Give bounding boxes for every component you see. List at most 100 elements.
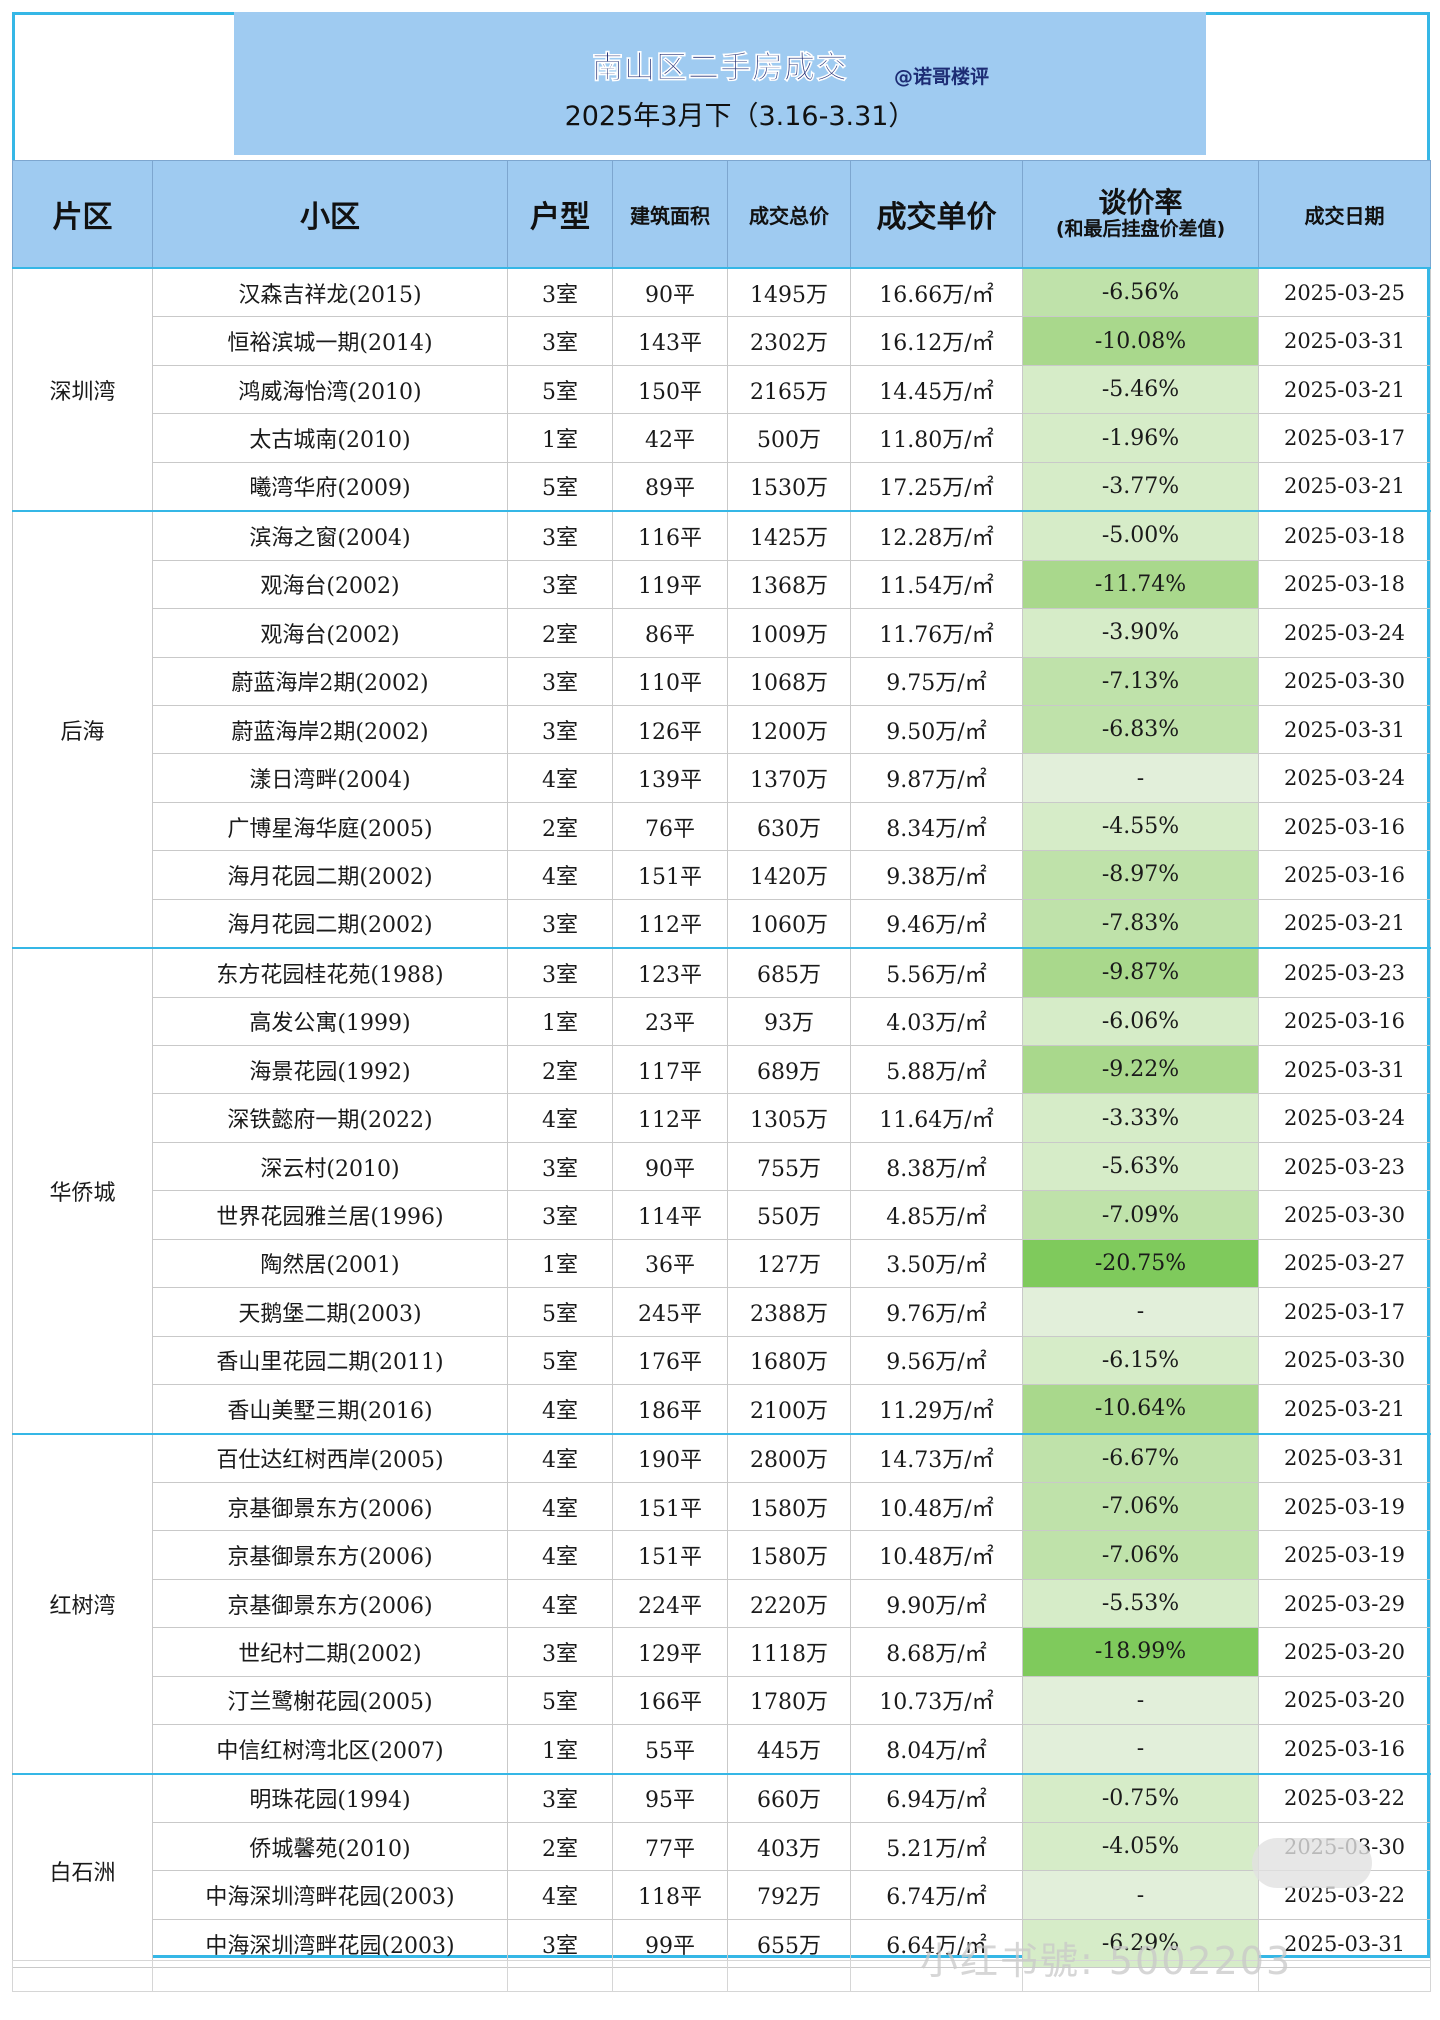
- estate-cell: 香山美墅三期(2016): [152, 1384, 508, 1434]
- estate-cell: 曦湾华府(2009): [152, 461, 508, 512]
- size-cell: 77平: [612, 1821, 728, 1872]
- negotiation-rate-cell: -5.46%: [1022, 364, 1259, 415]
- total-price-cell: 500万: [727, 413, 851, 463]
- size-cell: 112平: [612, 1093, 728, 1143]
- size-cell: 176平: [612, 1335, 728, 1386]
- estate-cell: 观海台(2002): [152, 608, 508, 658]
- author-handle: @诺哥楼评: [894, 66, 990, 88]
- unit-price-cell: 8.04万/㎡: [850, 1724, 1023, 1775]
- table-row: 深云村(2010) 3室 90平 755万 8.38万/㎡ -5.63% 2025-03-2…: [13, 1141, 1431, 1192]
- negotiation-rate-cell: -: [1022, 1675, 1259, 1726]
- date-cell: 2025-03-30: [1258, 1335, 1431, 1386]
- unit-price-cell: 14.45万/㎡: [850, 364, 1023, 415]
- size-cell: 89平: [612, 461, 728, 512]
- size-cell: 166平: [612, 1675, 728, 1726]
- table-row: 天鹅堡二期(2003) 5室 245平 2388万 9.76万/㎡ -2025-03-17: [13, 1287, 1431, 1337]
- total-price-cell: 1530万: [727, 461, 851, 512]
- estate-cell: 恒裕滨城一期(2014): [152, 316, 508, 366]
- total-price-cell: 1060万: [727, 898, 851, 949]
- unit-price-cell: 10.48万/㎡: [850, 1530, 1023, 1580]
- layout-cell: 1室: [507, 996, 613, 1047]
- watermark-logo: [1252, 1838, 1372, 1888]
- table-row: 华侨城 东方花园桂花苑(1988) 3室 123平 685万 5.56万/㎡ -9.87% 2…: [12, 947, 1431, 1435]
- unit-price-cell: 9.87万/㎡: [850, 753, 1023, 803]
- size-cell: 123平: [612, 947, 728, 998]
- total-price-cell: 1425万: [727, 510, 851, 561]
- total-price-cell: 1780万: [727, 1675, 851, 1726]
- unit-price-cell: 5.56万/㎡: [850, 947, 1023, 998]
- total-price-cell: 1118万: [727, 1627, 851, 1677]
- total-price-cell: 93万: [727, 996, 851, 1047]
- unit-price-cell: 11.29万/㎡: [850, 1384, 1023, 1434]
- total-price-cell: 1009万: [727, 608, 851, 658]
- layout-cell: 1室: [507, 1238, 613, 1289]
- unit-price-cell: 11.54万/㎡: [850, 559, 1023, 610]
- table-header-row: 片区 小区 户型 建筑面积 成交总价 成交单价 谈价率 (和最后挂盘价差值) 成…: [12, 160, 1431, 269]
- estate-cell: 百仕达红树西岸(2005): [152, 1432, 508, 1483]
- estate-cell: 侨城馨苑(2010): [152, 1821, 508, 1872]
- estate-cell: 明珠花园(1994): [152, 1772, 508, 1823]
- total-price-cell: 1680万: [727, 1335, 851, 1386]
- total-price-cell: 1305万: [727, 1093, 851, 1143]
- date-cell: 2025-03-16: [1258, 801, 1431, 852]
- header-total: 成交总价: [727, 160, 851, 269]
- unit-price-cell: 16.12万/㎡: [850, 316, 1023, 366]
- negotiation-rate-cell: -10.08%: [1022, 316, 1259, 366]
- table-row: 漾日湾畔(2004) 4室 139平 1370万 9.87万/㎡ -2025-03-24: [13, 753, 1431, 803]
- date-cell: 2025-03-24: [1258, 1093, 1431, 1143]
- layout-cell: 4室: [507, 1870, 613, 1920]
- layout-cell: 2室: [507, 1044, 613, 1095]
- table-row: 中海深圳湾畔花园(2003) 4室 118平 792万 6.74万/㎡ -2025-03-…: [13, 1870, 1431, 1920]
- size-cell: 150平: [612, 364, 728, 415]
- estate-cell: 海月花园二期(2002): [152, 898, 508, 949]
- estate-cell: 京基御景东方(2006): [152, 1481, 508, 1532]
- total-price-cell: 2302万: [727, 316, 851, 366]
- estate-cell: 汀兰鹭榭花园(2005): [152, 1675, 508, 1726]
- date-cell: 2025-03-18: [1258, 510, 1431, 561]
- unit-price-cell: 9.46万/㎡: [850, 898, 1023, 949]
- unit-price-cell: 9.50万/㎡: [850, 704, 1023, 755]
- header-size: 建筑面积: [612, 160, 728, 269]
- negotiation-rate-cell: -7.09%: [1022, 1190, 1259, 1240]
- estate-cell: 东方花园桂花苑(1988): [152, 947, 508, 998]
- header-layout: 户型: [507, 160, 613, 269]
- size-cell: 245平: [612, 1287, 728, 1337]
- empty-row: [12, 1960, 1431, 1992]
- layout-cell: 4室: [507, 1481, 613, 1532]
- watermark-text: 小红书號: 5002203: [920, 1939, 1293, 1983]
- date-cell: 2025-03-23: [1258, 1141, 1431, 1192]
- total-price-cell: 1068万: [727, 656, 851, 706]
- size-cell: 126平: [612, 704, 728, 755]
- estate-cell: 世界花园雅兰居(1996): [152, 1190, 508, 1240]
- date-cell: 2025-03-24: [1258, 753, 1431, 803]
- unit-price-cell: 3.50万/㎡: [850, 1238, 1023, 1289]
- estate-cell: 深铁懿府一期(2022): [152, 1093, 508, 1143]
- estate-cell: 天鹅堡二期(2003): [152, 1287, 508, 1337]
- date-cell: 2025-03-31: [1258, 704, 1431, 755]
- date-cell: 2025-03-30: [1258, 656, 1431, 706]
- date-cell: 2025-03-31: [1258, 1044, 1431, 1095]
- unit-price-cell: 6.94万/㎡: [850, 1772, 1023, 1823]
- estate-cell: 广博星海华庭(2005): [152, 801, 508, 852]
- negotiation-rate-cell: -7.06%: [1022, 1530, 1259, 1580]
- negotiation-rate-cell: -3.90%: [1022, 608, 1259, 658]
- negotiation-rate-cell: -9.87%: [1022, 947, 1259, 998]
- layout-cell: 1室: [507, 1724, 613, 1775]
- layout-cell: 5室: [507, 1675, 613, 1726]
- empty-cell: [727, 1960, 851, 1992]
- date-cell: 2025-03-17: [1258, 1287, 1431, 1337]
- table-row: 广博星海华庭(2005) 2室 76平 630万 8.34万/㎡ -4.55% 2025-0…: [13, 801, 1431, 852]
- empty-cell: [850, 1960, 1023, 1992]
- negotiation-rate-cell: -3.77%: [1022, 461, 1259, 512]
- date-cell: 2025-03-20: [1258, 1675, 1431, 1726]
- unit-price-cell: 8.34万/㎡: [850, 801, 1023, 852]
- negotiation-rate-cell: -0.75%: [1022, 1772, 1259, 1823]
- area-cell: 后海: [12, 510, 153, 949]
- table-row: 恒裕滨城一期(2014) 3室 143平 2302万 16.12万/㎡ -10.08% 20…: [13, 316, 1431, 366]
- date-cell: 2025-03-19: [1258, 1530, 1431, 1580]
- estate-cell: 漾日湾畔(2004): [152, 753, 508, 803]
- date-cell: 2025-03-21: [1258, 461, 1431, 512]
- layout-cell: 3室: [507, 898, 613, 949]
- layout-cell: 2室: [507, 1821, 613, 1872]
- size-cell: 117平: [612, 1044, 728, 1095]
